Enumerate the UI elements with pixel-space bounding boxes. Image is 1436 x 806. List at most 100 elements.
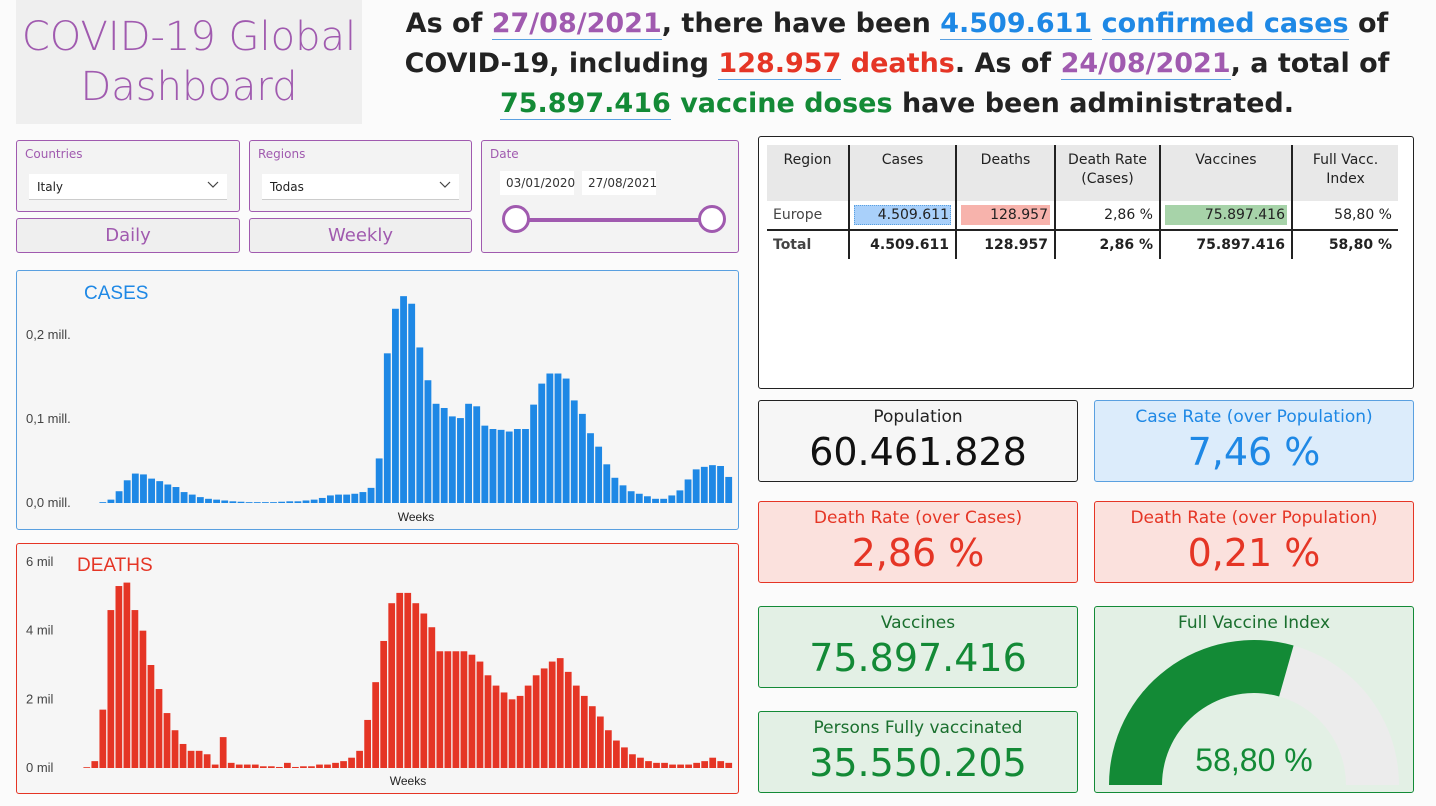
chart-bar [383,353,391,503]
chart-bar [318,497,326,503]
chart-bar [448,416,456,503]
population-card-title: Population [873,407,963,427]
headline-vaccine-total: 75.897.416 [499,88,671,120]
chart-bar [187,750,195,768]
chart-bar [123,582,131,768]
headline-deaths-total: 128.957 [718,48,842,80]
daily-button[interactable]: Daily [16,218,240,253]
chart-bar [588,706,596,768]
chart-bar [278,501,286,503]
chevron-down-icon [207,181,219,188]
countries-dropdown-value: Italy [37,180,64,194]
chart-bar [267,766,275,768]
full-vaccine-index-card: Full Vaccine Index 58,80 % [1094,606,1414,793]
regions-dropdown[interactable]: Todas [262,174,459,200]
headline-cases-total: 4.509.611 [940,8,1093,40]
headline-vaccine-label: vaccine doses [680,88,893,119]
y-tick-label: 0,2 mill. [26,327,71,342]
x-axis-label: Weeks [390,774,426,788]
chart-bar [692,469,700,503]
column-header-deaths[interactable]: Deaths [956,145,1056,201]
chart-bar [669,764,676,768]
vaccines-card-value: 75.897.416 [809,636,1027,680]
column-header-full-vacc-index[interactable]: Full Vacc. Index [1292,145,1398,201]
vaccines-card-title: Vaccines [880,613,956,633]
chart-bar [359,492,367,503]
total-vaccines: 75.897.416 [1160,229,1293,259]
chart-bar [229,501,237,503]
chart-bar [661,762,668,768]
column-header-death-rate[interactable]: Death Rate (Cases) [1055,145,1161,201]
chart-bar [596,716,604,768]
chart-bar [635,493,643,503]
table-total-row: Total 4.509.611 128.957 2,86 % 75.897.41… [767,229,1398,259]
chart-bar [219,737,227,768]
date-range-end-handle[interactable] [698,205,726,233]
end-date-input[interactable]: 27/08/2021 [582,171,657,195]
chart-bar [627,491,635,503]
date-range-start-handle[interactable] [502,205,530,233]
chart-bar [123,480,131,503]
column-header-cases[interactable]: Cases [849,145,957,201]
deaths-chart-svg: DEATHS 0 mil 2 mil 4 mil 6 mil Weeks [26,554,733,788]
chart-bar [83,767,91,768]
chart-bar [717,466,724,503]
headline-text: of COVID-19, including [404,8,1389,79]
cell-deaths-text: 128.957 [990,207,1048,223]
chart-bar [131,473,139,503]
chart-bar [645,761,652,768]
vaccines-card: Vaccines 75.897.416 [758,606,1078,688]
death-rate-cases-card-title: Death Rate (over Cases) [813,508,1023,528]
chart-bar [324,764,331,768]
fully-vaccinated-card-value: 35.550.205 [809,741,1027,785]
chart-bar [621,747,628,768]
y-tick-label: 0,1 mill. [26,411,71,426]
chart-bar [302,500,310,503]
column-header-region[interactable]: Region [767,145,850,201]
headline-deaths-label: deaths [850,48,955,79]
chart-bar [364,719,371,768]
total-deaths: 128.957 [956,229,1056,259]
chart-bar [348,757,355,768]
case-rate-card-value: 7,46 % [1187,430,1321,474]
chart-bar [235,764,243,768]
gauge-fill [1109,640,1294,785]
chevron-down-icon [439,181,451,188]
column-header-vaccines[interactable]: Vaccines [1160,145,1293,201]
chart-bar [611,477,619,503]
deaths-chart: DEATHS 0 mil 2 mil 4 mil 6 mil Weeks [16,543,739,794]
countries-dropdown[interactable]: Italy [29,174,227,200]
chart-bar [540,668,548,768]
death-rate-population-card-title: Death Rate (over Population) [1130,508,1378,528]
case-rate-card: Case Rate (over Population) 7,46 % [1094,400,1414,482]
chart-bar [171,730,179,768]
weekly-button[interactable]: Weekly [249,218,472,253]
chart-bar [652,498,659,503]
chart-bar [253,502,261,503]
chart-bar [457,418,464,503]
chart-bar [139,630,147,768]
chart-bar [660,498,668,503]
total-death-rate: 2,86 % [1055,229,1161,259]
chart-bar [492,685,500,768]
chart-bar [380,640,388,768]
chart-bar [717,761,725,768]
chart-bar [436,651,444,768]
chart-bar [91,761,99,768]
start-date-input[interactable]: 03/01/2020 [500,171,575,195]
chart-bar [676,490,684,503]
chart-bar [372,682,380,768]
chart-bar [516,695,524,768]
chart-bar [580,695,588,768]
chart-bar [505,431,513,503]
death-rate-cases-card-value: 2,86 % [851,531,985,575]
cases-chart: CASES 0,0 mill. 0,1 mill. 0,2 mill. Weeks [16,270,739,530]
chart-bar [335,494,342,503]
headline-vaccine-date: 24/08/2021 [1060,48,1231,80]
chart-bar [396,592,404,768]
countries-slicer-title: Countries [25,147,83,161]
headline-text: , a total of [1230,48,1390,79]
y-tick-label: 2 mil [26,691,54,706]
full-vaccine-index-title: Full Vaccine Index [1177,613,1331,633]
date-range-track [512,218,708,222]
